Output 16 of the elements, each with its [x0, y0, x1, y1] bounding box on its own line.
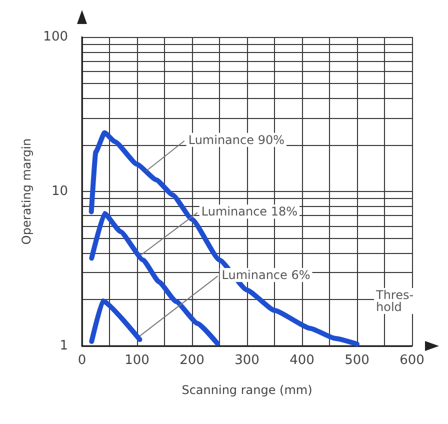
annotation: Thres- hold — [375, 288, 414, 314]
annotation: Luminance 18% — [201, 204, 298, 219]
x-tick-label: 400 — [290, 353, 314, 368]
x-tick-label: 0 — [78, 353, 86, 368]
annotation: Luminance 90% — [188, 132, 284, 147]
x-tick-label: 100 — [124, 353, 150, 368]
x-tick-label: 600 — [400, 353, 424, 368]
y-tick-label: 10 — [51, 184, 68, 199]
x-tick-label: 500 — [344, 353, 370, 368]
annotation: Luminance 6% — [222, 268, 310, 282]
y-axis-title: Operating margin — [19, 138, 34, 245]
x-tick-label: 200 — [180, 353, 204, 368]
x-axis-title: Scanning range (mm) — [182, 383, 312, 397]
x-tick-label: 300 — [234, 353, 260, 368]
y-tick-label: 100 — [43, 30, 68, 44]
y-tick-label: 1 — [60, 338, 68, 354]
